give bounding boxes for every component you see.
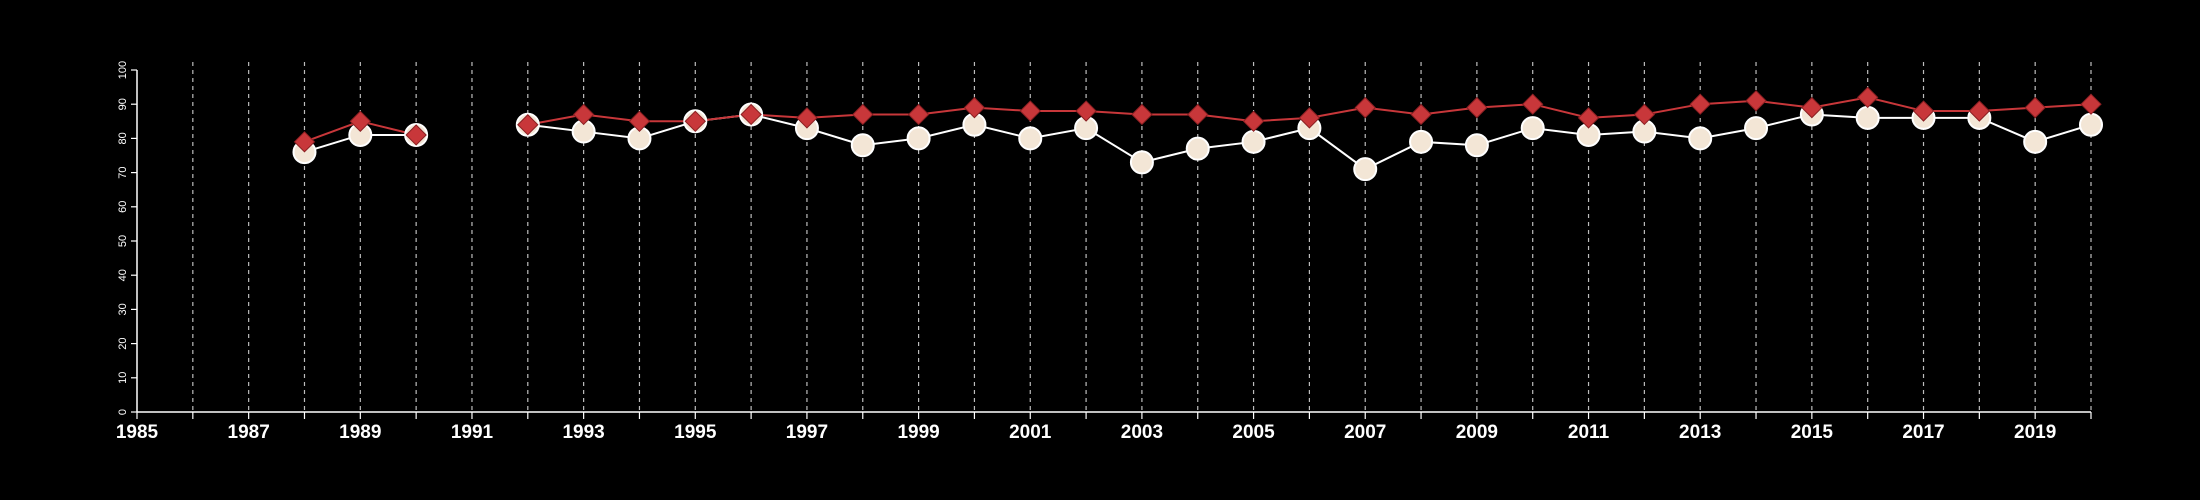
diamond-point-2011 [1577,107,1600,129]
diamond-point-1995 [684,110,706,133]
x-tick-label-1987: 1987 [228,422,270,443]
circle-point-2005 [1241,129,1266,154]
x-tick-label-2005: 2005 [1232,422,1275,443]
x-tick-label-2003: 2003 [1121,422,1163,443]
circle-point-1999 [906,126,931,151]
diamond-point-2010 [1522,93,1544,115]
y-tick-label-60: 60 [117,201,129,213]
x-tick-label-1999: 1999 [897,422,939,443]
diamond-point-2008 [1410,103,1432,126]
diamond-point-1998 [852,103,874,126]
circle-point-2001 [1018,126,1043,151]
diamond-point-2017 [1912,100,1935,122]
diamond-point-2013 [1689,93,1711,115]
x-tick-label-2011: 2011 [1568,422,1610,443]
x-tick-label-2019: 2019 [2014,422,2056,443]
diamond-point-1990 [405,124,427,146]
y-tick-label-40: 40 [117,269,129,281]
circle-point-1998 [850,133,875,158]
diamond-point-2016 [1856,86,1879,109]
diamond-point-2002 [1075,100,1097,122]
axes [136,70,2091,413]
diamond-point-1988 [293,131,316,153]
diamond-point-2000 [963,96,986,119]
y-tick-label-80: 80 [117,132,129,144]
y-tick-label-90: 90 [117,98,129,110]
x-tick-label-2009: 2009 [1456,422,1498,443]
y-tick-label-0: 0 [117,409,129,415]
y-tick-label-10: 10 [117,372,129,384]
diamond-point-2018 [1968,100,1991,122]
circle-point-2004 [1185,136,1210,161]
x-tick-label-1997: 1997 [786,422,828,443]
diamond-point-1993 [572,103,595,126]
diamond-point-1989 [349,110,372,133]
diamond-point-2005 [1242,110,1265,133]
diamond-point-2012 [1633,103,1656,126]
diamond-point-2007 [1354,96,1376,119]
circle-point-2003 [1129,150,1154,175]
diamond-point-1999 [907,103,930,126]
y-tick-label-70: 70 [117,166,129,178]
circle-point-2016 [1855,105,1880,130]
y-tick-label-50: 50 [117,235,129,247]
diamond-point-1992 [517,114,539,136]
y-tick-label-100: 100 [117,61,129,79]
diamond-point-2003 [1131,103,1153,126]
x-tick-label-2013: 2013 [1679,422,1721,443]
diamond-point-2020 [2080,93,2102,115]
circle-point-2009 [1464,133,1489,158]
x-tick-label-1995: 1995 [674,422,717,443]
x-tick-label-2015: 2015 [1791,422,1834,443]
circle-point-2013 [1688,126,1713,151]
x-tick-label-2017: 2017 [1902,422,1944,443]
plot-area [292,86,2103,182]
diamond-point-2009 [1466,96,1488,119]
x-tick-label-1993: 1993 [562,422,604,443]
diamond-point-1994 [628,110,651,133]
diamond-point-2004 [1187,103,1209,126]
diamond-point-2001 [1019,100,1041,122]
x-axis-ticks: 1985 1987 1989 1991 1993 1995 1997 1999 2001 2003… [116,412,2092,443]
diamond-point-2014 [1745,90,1767,112]
y-tick-label-30: 30 [117,303,129,315]
circle-point-2008 [1409,129,1434,154]
circle-point-2007 [1353,157,1378,182]
y-tick-label-20: 20 [117,337,129,349]
diamond-point-1997 [796,107,818,129]
x-tick-label-1989: 1989 [339,422,381,443]
x-tick-label-1991: 1991 [451,422,494,443]
circle-point-2014 [1744,116,1769,141]
circle-point-2010 [1520,116,1545,141]
diamond-point-2015 [1801,96,1823,119]
x-tick-label-2001: 2001 [1009,422,1052,443]
x-tick-label-1985: 1985 [116,422,159,443]
diamond-point-2006 [1298,107,1321,129]
circle-point-2019 [2023,129,2048,154]
x-tick-label-2007: 2007 [1344,422,1386,443]
circle-point-2020 [2079,112,2103,137]
diamond-point-2019 [2024,96,2046,119]
y-axis-ticks: 0 10 20 30 40 50 60 70 80 90 100 [117,61,137,415]
diamond-point-1996 [740,103,762,126]
